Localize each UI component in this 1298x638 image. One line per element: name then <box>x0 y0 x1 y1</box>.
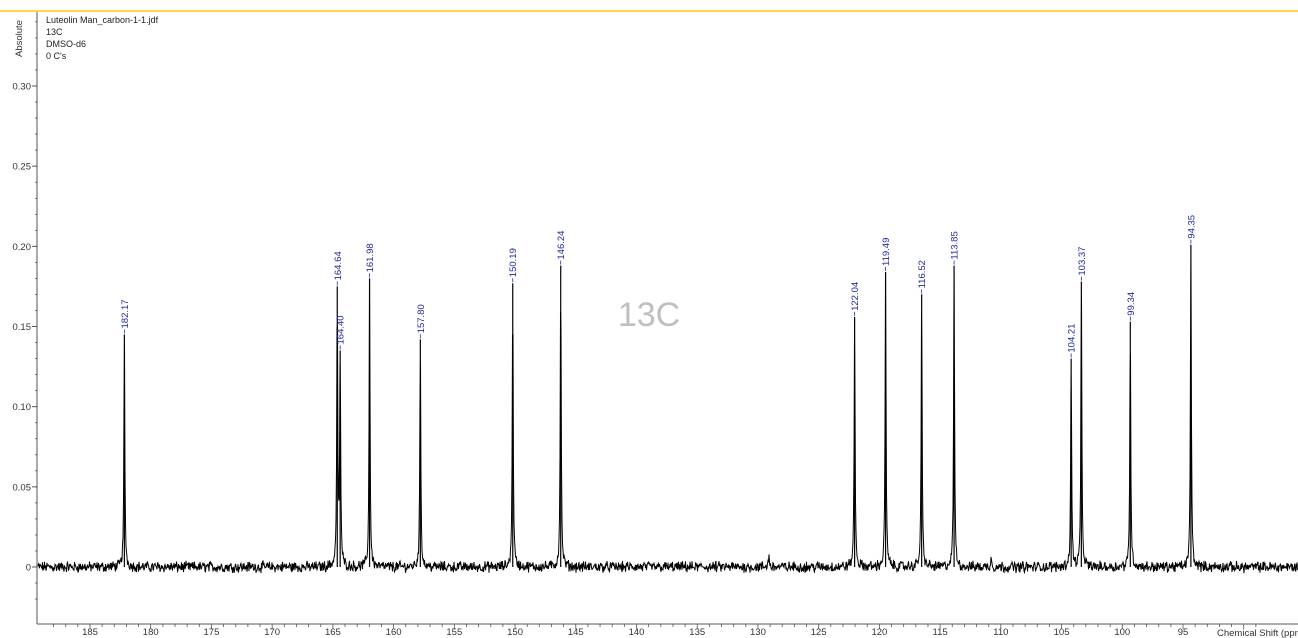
x-tick-label: 140 <box>629 627 645 638</box>
header-nucleus: 13C <box>46 27 63 37</box>
spectrum-header: Luteolin Man_carbon-1-1.jdf 13C DMSO-d6 … <box>46 15 159 61</box>
header-solvent: DMSO-d6 <box>46 39 86 49</box>
x-tick-label: 130 <box>750 627 766 638</box>
x-axis-title: Chemical Shift (ppm) <box>1217 628 1298 638</box>
peak-label: 161.98 <box>365 243 376 272</box>
y-tick-label: 0.25 <box>13 162 32 173</box>
watermark-nucleus: 13C <box>618 296 680 334</box>
peak-labels: 182.17 164.64 164.40 161.98 157.80 150.19 146.… <box>120 215 1197 358</box>
peak-label: 150.19 <box>508 248 519 277</box>
peak-label: 182.17 <box>120 299 131 328</box>
peak-lines <box>123 244 1192 567</box>
x-tick-label: 165 <box>325 627 341 638</box>
x-tick-label: 125 <box>811 627 827 638</box>
x-tick-label: 100 <box>1114 627 1130 638</box>
x-tick-label: 135 <box>689 627 705 638</box>
x-tick-label: 105 <box>1054 627 1070 638</box>
x-tick-label: 185 <box>82 627 98 638</box>
y-tick-label: 0.15 <box>13 322 32 333</box>
peak-label: 103.37 <box>1077 247 1088 276</box>
x-tick-label: 160 <box>386 627 402 638</box>
peak-label: 164.40 <box>336 315 347 344</box>
x-tick-label: 110 <box>993 627 1008 638</box>
x-tick-label: 95 <box>1178 627 1189 638</box>
peak-label: 146.24 <box>556 231 567 260</box>
peak-label: 122.04 <box>850 282 861 311</box>
peak-label: 113.85 <box>950 231 961 259</box>
peak-label: 116.52 <box>917 260 928 288</box>
y-tick-label: 0 <box>26 563 31 574</box>
y-tick-label: 0.10 <box>13 402 32 413</box>
y-tick-label: 0.05 <box>13 482 32 493</box>
y-axis-ticks: 0 0.05 0.10 0.15 0.20 0.25 0.30 <box>13 21 37 600</box>
x-tick-label: 170 <box>264 627 280 638</box>
peak-label: 119.49 <box>881 238 892 266</box>
peak-label: 94.35 <box>1186 215 1197 239</box>
x-axis-ticks: 185 180 175 170 165 160 155 150 145 140 135 130 125 1… <box>53 624 1257 638</box>
peak-label: 164.64 <box>333 251 344 280</box>
y-tick-label: 0.30 <box>13 82 32 93</box>
peak-label: 99.34 <box>1126 292 1137 316</box>
y-axis-title: Absolute <box>14 20 25 57</box>
y-tick-label: 0.20 <box>13 242 32 253</box>
header-carbon-count: 0 C's <box>46 51 67 61</box>
peak-label: 104.21 <box>1067 324 1078 353</box>
x-tick-label: 145 <box>568 627 584 638</box>
x-tick-label: 120 <box>871 627 887 638</box>
peak-label: 157.80 <box>416 304 427 333</box>
x-tick-label: 175 <box>204 627 220 638</box>
x-tick-label: 150 <box>507 627 523 638</box>
header-file-name: Luteolin Man_carbon-1-1.jdf <box>46 15 159 25</box>
x-tick-label: 155 <box>446 627 462 638</box>
x-tick-label: 115 <box>933 627 948 638</box>
spectrum-trace <box>37 257 1298 575</box>
x-tick-label: 180 <box>143 627 159 638</box>
